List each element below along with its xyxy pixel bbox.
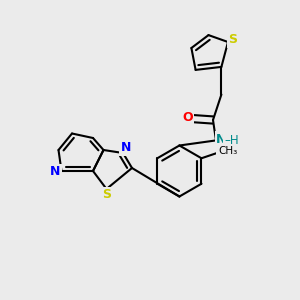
Text: S: S [228,33,237,46]
Text: N: N [50,165,61,178]
Text: S: S [102,188,111,202]
Text: CH₃: CH₃ [218,146,237,156]
Text: –H: –H [224,134,239,147]
Text: N: N [121,141,131,154]
Text: N: N [216,133,226,146]
Text: O: O [182,111,193,124]
